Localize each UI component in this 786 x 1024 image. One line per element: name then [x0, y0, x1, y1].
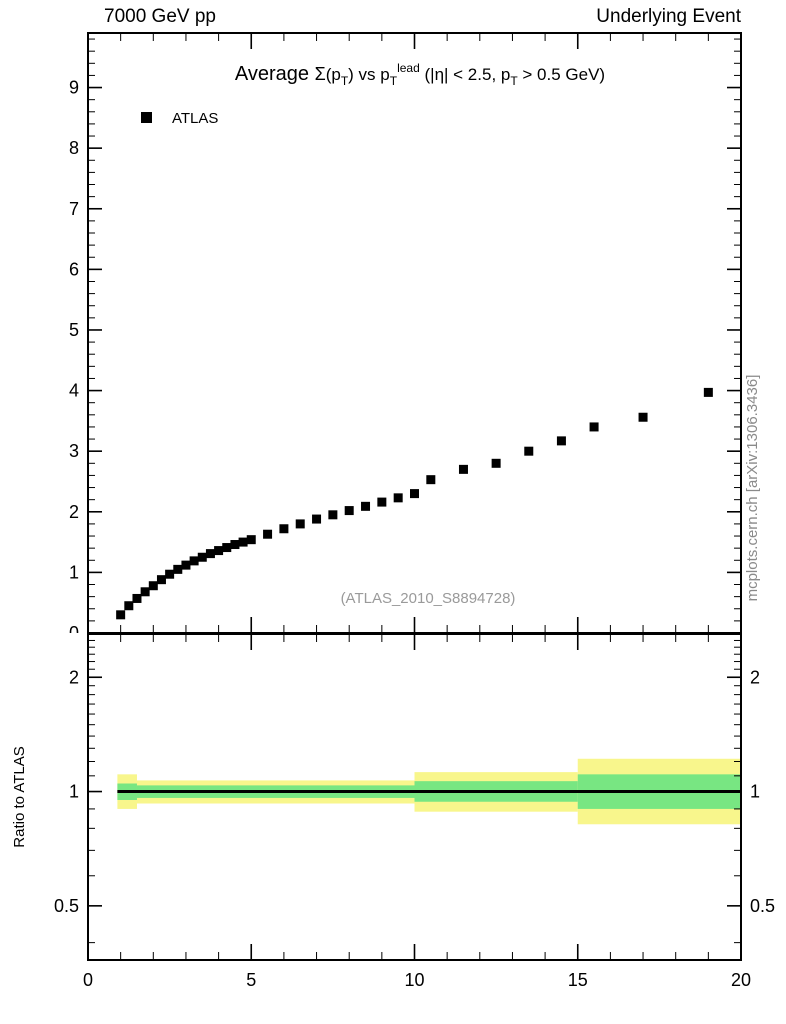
data-point — [393, 493, 403, 503]
data-point — [556, 436, 566, 446]
main-ytick-label: 6 — [69, 259, 79, 279]
data-point — [295, 519, 305, 529]
data-point — [189, 556, 199, 566]
xtick-label: 0 — [83, 970, 93, 990]
main-ytick-label: 7 — [69, 199, 79, 219]
xtick-label: 10 — [404, 970, 424, 990]
data-point — [173, 564, 183, 574]
data-point — [524, 446, 534, 456]
legend-marker-icon — [141, 112, 152, 123]
data-point — [132, 593, 142, 603]
data-point — [116, 610, 126, 620]
main-ytick-label: 9 — [69, 78, 79, 98]
axis-tick-labels: 0.5 0.51 12 20 5 10 15 20 — [54, 667, 775, 990]
xtick-label: 5 — [246, 970, 256, 990]
main-ytick-label: 8 — [69, 138, 79, 158]
watermark-analysis-id: (ATLAS_2010_S8894728) — [341, 590, 516, 607]
data-point — [263, 529, 273, 539]
plot-title: Average Σ(pT) vs pTlead (|η| < 2.5, pT >… — [235, 61, 605, 88]
legend-label: ATLAS — [172, 110, 218, 127]
main-ytick-label: 5 — [69, 320, 79, 340]
data-point — [426, 475, 436, 485]
data-point — [279, 524, 289, 534]
data-point — [246, 535, 256, 545]
main-ytick-label: 1 — [69, 562, 79, 582]
axis-ticks-layer — [87, 33, 742, 960]
data-point — [140, 587, 150, 597]
xtick-label: 15 — [568, 970, 588, 990]
ratio-ytick-label-left: 1 — [69, 782, 79, 802]
data-point — [491, 458, 501, 468]
main-ytick-labels: 0 1 2 3 4 5 6 7 8 9 — [69, 78, 79, 643]
data-point — [197, 552, 207, 562]
data-point — [230, 540, 240, 550]
data-point — [328, 510, 338, 520]
ratio-ytick-label-right: 1 — [750, 782, 760, 802]
ratio-ytick-label-right: 2 — [750, 667, 760, 687]
data-point — [638, 412, 648, 422]
header-beam-energy: 7000 GeV pp — [104, 6, 216, 27]
data-point — [589, 422, 599, 432]
data-point — [377, 497, 387, 507]
main-ytick-label: 4 — [69, 381, 79, 401]
data-point — [458, 464, 468, 474]
ratio-ytick-label-left: 2 — [69, 667, 79, 687]
data-point — [124, 601, 134, 611]
data-point — [148, 581, 158, 591]
data-point — [361, 501, 371, 511]
side-credit: mcplots.cern.ch [arXiv:1306.3436] — [744, 375, 761, 602]
data-point — [181, 560, 191, 570]
data-point — [238, 537, 248, 547]
data-point — [156, 575, 166, 585]
main-ytick-label: 0 — [69, 623, 79, 643]
data-point — [344, 506, 354, 516]
data-point — [222, 543, 232, 553]
main-ytick-label: 3 — [69, 441, 79, 461]
data-point — [410, 489, 419, 499]
ratio-ytick-label-right: 0.5 — [750, 896, 775, 916]
data-point — [703, 387, 713, 397]
ratio-axis-title: Ratio to ATLAS — [11, 746, 28, 847]
data-point — [205, 549, 215, 559]
data-point — [312, 514, 322, 524]
ratio-ytick-label-left: 0.5 — [54, 896, 79, 916]
data-points-layer — [116, 387, 713, 620]
data-point — [214, 546, 224, 556]
header-analysis-type: Underlying Event — [596, 6, 741, 27]
xtick-label: 20 — [731, 970, 751, 990]
main-ytick-label: 2 — [69, 502, 79, 522]
data-point — [165, 569, 175, 579]
